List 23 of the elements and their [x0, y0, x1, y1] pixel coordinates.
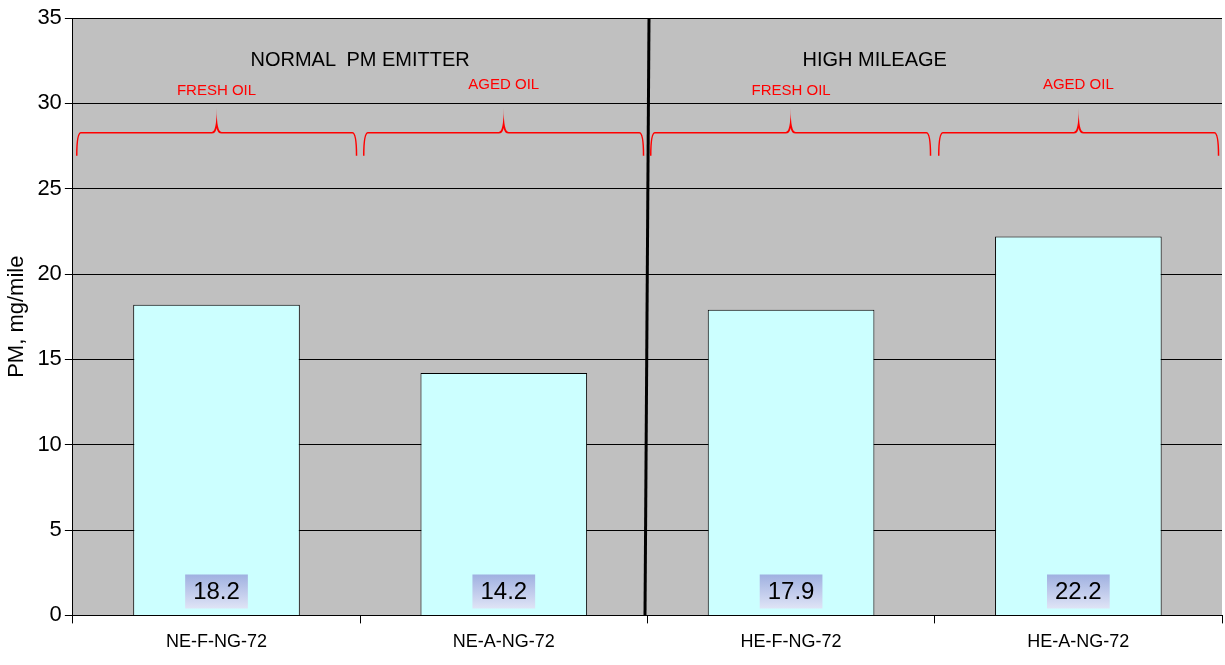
y-tick-label: 35 — [37, 4, 62, 30]
annotation: AGED OIL — [1042, 74, 1114, 92]
x-tick-label: HE-F-NG-72 — [740, 631, 842, 652]
y-tick-label: 0 — [49, 601, 62, 627]
y-tick-label: 15 — [37, 345, 62, 371]
y-tick-label: 30 — [37, 89, 62, 115]
y-tick-label: 20 — [37, 260, 62, 286]
annotation: AGED OIL — [468, 74, 540, 92]
data-label: 18.2 — [193, 577, 240, 605]
data-label: 14.2 — [480, 577, 528, 605]
annotation: NORMAL PM EMITTER — [250, 47, 470, 71]
x-tick-label: NE-F-NG-72 — [166, 631, 268, 652]
data-label: 22.2 — [1055, 577, 1102, 605]
y-tick-label: 10 — [37, 430, 62, 456]
annotation: HIGH MILEAGE — [802, 47, 947, 71]
annotation: FRESH OIL — [751, 80, 831, 98]
data-label: 17.9 — [767, 577, 815, 605]
annotation: FRESH OIL — [176, 80, 257, 98]
y-tick-label: 25 — [37, 174, 62, 200]
y-tick-label: 5 — [49, 516, 62, 542]
x-tick-label: HE-A-NG-72 — [1027, 631, 1130, 652]
y-axis-title: PM, mg/mile — [3, 255, 29, 378]
x-tick-label: NE-A-NG-72 — [452, 631, 555, 652]
